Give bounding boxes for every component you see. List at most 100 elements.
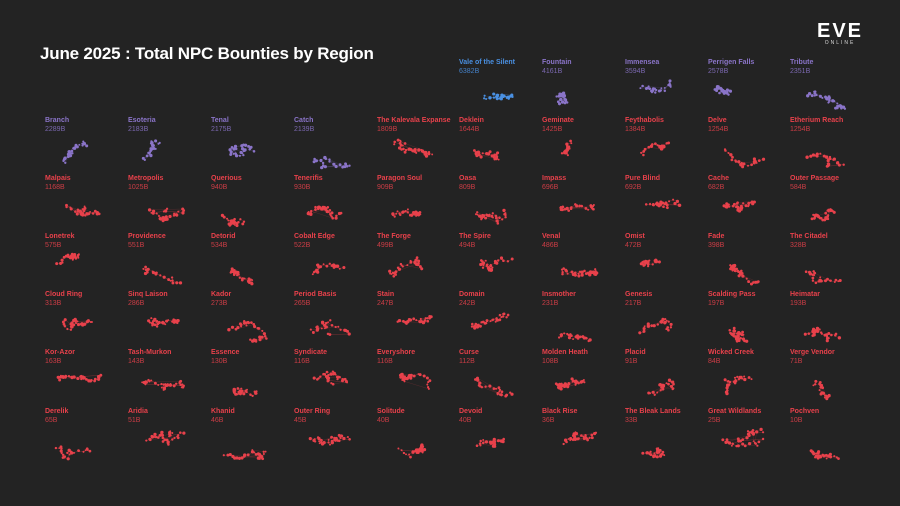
region-map [312,155,351,170]
region-bounty-value: 193B [790,300,807,307]
system-dot [154,435,158,439]
system-dot [498,216,501,219]
region-name-label: Outer Ring [294,408,331,415]
system-dot [346,381,349,384]
system-dot [499,256,504,260]
system-dot [563,385,567,389]
system-dot [243,148,247,152]
system-dot [329,319,332,322]
system-dot [818,94,822,98]
system-dot [826,217,830,221]
system-dot [509,391,512,394]
system-dot [590,433,594,437]
system-dot [397,318,402,323]
system-dot [567,336,571,339]
system-dot [422,374,426,378]
system-dot [666,328,669,331]
region-bounty-value: 6382B [459,68,480,75]
system-dot [734,378,737,381]
system-dot [418,373,422,377]
system-dot [757,440,761,444]
system-dot [654,88,658,92]
system-dot [715,84,720,89]
system-dot [180,386,183,389]
system-dot [309,328,312,331]
system-dot [61,374,65,378]
system-dot [647,265,650,268]
system-dot [259,454,264,459]
system-dot [85,378,88,381]
system-dot [150,434,154,438]
system-dot [479,155,483,159]
system-dot [84,449,87,452]
region-bounty-value: 534B [211,242,228,249]
system-dot [54,446,58,450]
system-dot [161,440,165,443]
system-dot [815,452,818,455]
region-name-label: The Forge [377,233,411,240]
system-dot [567,334,570,337]
region-map [639,79,672,94]
system-dot [72,323,76,327]
system-dot [639,87,642,90]
system-dot [672,198,675,201]
system-dot [824,95,827,99]
system-dot [826,337,829,340]
system-dot [747,202,750,205]
system-dot [743,339,746,343]
system-dot [718,91,721,95]
system-dot [148,380,151,383]
system-dot [649,144,654,148]
system-dot [243,277,246,280]
system-dot [176,318,180,323]
system-dot [478,442,482,446]
system-dot [502,95,505,98]
system-dot [825,457,828,460]
system-dot [243,143,248,147]
system-dot [566,385,570,389]
region-cell: Great Wildlands 25B [708,408,790,464]
system-dot [755,430,759,434]
system-dot [577,437,580,440]
system-dot [480,218,483,221]
system-dot [729,264,732,267]
system-dot [502,259,505,262]
system-dot [157,320,161,324]
system-dot [167,278,171,282]
region-bounty-value: 273B [211,300,228,307]
system-dot [654,142,657,146]
region-name-label: Tash-Murkon [128,349,172,356]
system-dot [474,213,478,216]
region-cell: Fade 398B [708,233,790,289]
system-dot [745,277,748,280]
system-dot [642,329,646,333]
gate-link [170,432,184,436]
system-dot [406,208,409,211]
system-dot [343,165,347,169]
gate-link [485,260,492,269]
system-dot [813,383,817,386]
system-dot [827,331,831,336]
region-cell: Pure Blind 692B [625,175,707,231]
system-dot [567,381,570,385]
system-dot [502,312,505,315]
system-dot [822,391,826,395]
system-dot [153,432,157,437]
system-dot [476,211,479,214]
system-dot [389,272,392,275]
region-bounty-value: 247B [377,300,394,307]
system-dot [234,392,238,396]
region-bounty-value: 242B [459,300,476,307]
system-dot [563,94,567,97]
system-dot [311,273,314,276]
system-dot [562,267,565,270]
system-dot [818,382,821,386]
system-dot [312,376,316,380]
system-dot [162,210,165,213]
system-dot [427,387,430,390]
gate-link [321,437,332,443]
system-dot [71,258,74,261]
region-map [479,256,514,273]
system-dot [815,93,818,97]
system-dot [307,211,310,214]
